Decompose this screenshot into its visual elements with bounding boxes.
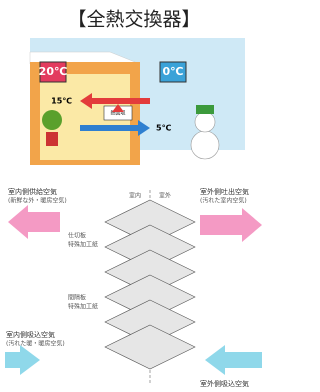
partition-note: 特殊加工紙 — [68, 241, 98, 249]
spacer-label: 間隔板 — [68, 294, 86, 302]
exhaust-label: 室外側吐出空気 — [200, 187, 249, 196]
spacer-note: 特殊加工紙 — [68, 303, 98, 311]
title: 【全熱交換器】 — [67, 9, 200, 31]
return-note: (汚れた暖・暖房空気) — [6, 340, 65, 348]
exhaust-note: (汚れた室内空気) — [200, 197, 247, 205]
indoor-temp: 20℃ — [39, 65, 68, 78]
outdoor-temp: 0℃ — [163, 65, 184, 78]
indoor-label: 室内 — [129, 192, 141, 200]
cool-in-temp: 5℃ — [156, 124, 172, 133]
intake-label: 室外側吸込空気 — [200, 379, 249, 388]
exchanger-diagram: 室内側供給空気 (新鮮な外・暖房空気) 室外側吐出空気 (汚れた室内空気) 室内… — [5, 187, 262, 388]
heat-illustration: 20℃ 0℃ 15℃ 5℃ 熱回収 — [30, 38, 245, 165]
supply-label: 室内側供給空気 — [8, 187, 57, 196]
supply-note: (新鮮な外・暖房空気) — [8, 197, 67, 205]
partition-label: 仕切板 — [68, 232, 86, 240]
return-label: 室内側吸込空気 — [6, 330, 55, 339]
page: 【全熱交換器】 20℃ 0℃ 15℃ 5℃ 熱回収 — [0, 0, 268, 392]
warm-out-temp: 15℃ — [51, 97, 72, 106]
outdoor-label: 室外 — [159, 192, 171, 200]
